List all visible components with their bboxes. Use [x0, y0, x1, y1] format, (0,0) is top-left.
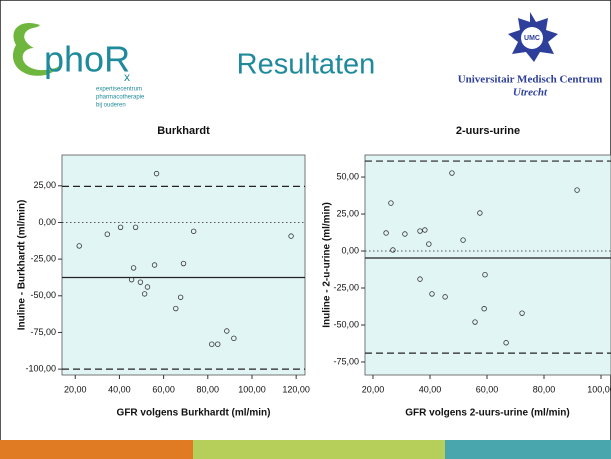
- x-tick-label: 80,00: [533, 384, 556, 394]
- data-point: [417, 228, 423, 234]
- data-point: [388, 200, 394, 206]
- x-tick-label: 60,00: [152, 384, 175, 394]
- x-tick-label: 20,00: [64, 384, 87, 394]
- data-point: [117, 224, 124, 231]
- data-point: [481, 306, 487, 312]
- logo-text: expertisecentrum: [96, 87, 142, 93]
- x-tick-label: 40,00: [419, 384, 442, 394]
- y-tick-label: -75,00: [333, 356, 359, 366]
- y-tick-label: 50,00: [336, 171, 359, 181]
- data-point: [442, 294, 448, 300]
- data-point: [402, 231, 408, 237]
- logo-text: pharmacotherapie: [96, 95, 145, 101]
- x-tick-label: 100,00: [587, 384, 611, 394]
- x-tick-label: 40,00: [108, 384, 131, 394]
- data-point: [519, 310, 525, 316]
- footer-bar: [0, 440, 193, 459]
- data-point: [482, 271, 488, 278]
- data-point: [288, 233, 294, 239]
- data-point: [104, 231, 110, 237]
- data-point: [177, 294, 184, 300]
- x-tick-label: 60,00: [476, 384, 499, 394]
- plot-area: [61, 154, 306, 376]
- data-point: [137, 279, 144, 285]
- data-point: [151, 262, 158, 268]
- data-point: [132, 224, 139, 231]
- x-tick-label: 120,00: [282, 384, 310, 394]
- slide-title: Resultaten: [237, 49, 376, 81]
- logo-text: UMC: [524, 35, 540, 42]
- logo-circle: [521, 27, 543, 49]
- data-point: [429, 291, 435, 297]
- data-point: [190, 228, 197, 234]
- y-axis-label: Inuline - Burkhardt (ml/min): [17, 200, 28, 331]
- logo-text: x: [124, 70, 130, 84]
- data-point: [128, 276, 135, 283]
- data-point: [417, 276, 423, 282]
- x-axis-label: GFR volgens Burkhardt (ml/min): [117, 408, 271, 419]
- y-tick-label: -50,00: [333, 319, 359, 329]
- logo-swoosh: [12, 22, 61, 76]
- x-axis-label: GFR volgens 2-uurs-urine (ml/min): [405, 408, 569, 419]
- logo-text: Utrecht: [513, 87, 548, 99]
- data-point: [472, 319, 478, 325]
- y-tick-label: -25,00: [333, 282, 359, 292]
- y-tick-label: 0,00: [341, 245, 359, 255]
- logo-text: phoR: [44, 39, 130, 80]
- y-tick-label: -25,00: [30, 254, 56, 264]
- data-point: [477, 210, 483, 216]
- data-point: [426, 241, 432, 247]
- data-point: [144, 284, 151, 290]
- y-tick-label: 25,00: [336, 208, 359, 218]
- data-point: [503, 340, 509, 346]
- data-point: [130, 265, 137, 271]
- data-point: [449, 170, 455, 176]
- data-point: [215, 341, 221, 347]
- x-tick-label: 20,00: [362, 384, 385, 394]
- chart-title: 2-uurs-urine: [456, 125, 520, 137]
- data-point: [209, 341, 215, 347]
- data-point: [460, 237, 466, 243]
- chart-title: Burkhardt: [157, 125, 210, 137]
- plot-area: [364, 154, 611, 376]
- y-tick-label: 0,00: [38, 217, 56, 227]
- x-tick-label: 100,00: [238, 384, 266, 394]
- data-point: [153, 170, 160, 177]
- logo-text: Universitair Medisch Centrum: [458, 74, 603, 86]
- data-point: [180, 260, 187, 267]
- data-point: [231, 335, 237, 342]
- data-point: [390, 247, 396, 253]
- data-point: [141, 291, 148, 297]
- y-tick-label: -100,00: [25, 364, 56, 374]
- data-point: [574, 187, 580, 193]
- y-tick-label: 25,00: [33, 180, 56, 190]
- x-tick-label: 80,00: [197, 384, 220, 394]
- logo-text: bij ouderen: [96, 103, 126, 109]
- y-tick-label: -50,00: [30, 290, 56, 300]
- data-point: [76, 243, 82, 249]
- data-point: [422, 227, 428, 233]
- data-point: [224, 328, 230, 334]
- footer-bar: [193, 440, 445, 459]
- y-axis-label: Inuline - 2-u-urine (ml/min): [322, 202, 333, 328]
- data-point: [383, 230, 389, 236]
- footer-bar: [445, 440, 611, 459]
- right-logo: UMC Universitair Medisch Centrum Utrecht: [458, 12, 603, 99]
- left-logo: phoR x expertisecentrum pharmacotherapie…: [12, 22, 145, 109]
- data-point: [173, 305, 179, 312]
- y-tick-label: -75,00: [30, 327, 56, 337]
